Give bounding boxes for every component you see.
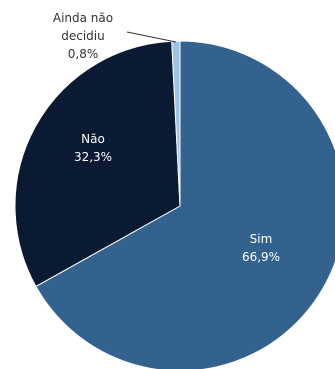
slice-label-nao: Não: [81, 132, 105, 146]
slice-value-ainda-nao-decidiu: 0,8%: [68, 47, 99, 61]
pie-slice-nao: [14, 40, 181, 288]
slice-value-nao: 32,3%: [74, 150, 112, 164]
slice-label-ainda-nao-decidiu-line2: decidiu: [61, 29, 105, 43]
leader-line-ainda-nao-decidiu: [126, 31, 177, 43]
pie-slices: [14, 40, 335, 369]
slice-value-sim: 66,9%: [242, 250, 280, 264]
slice-label-sim: Sim: [250, 232, 273, 246]
slice-label-ainda-nao-decidiu-line1: Ainda não: [53, 11, 113, 25]
pie-slice-sim: [35, 40, 335, 369]
